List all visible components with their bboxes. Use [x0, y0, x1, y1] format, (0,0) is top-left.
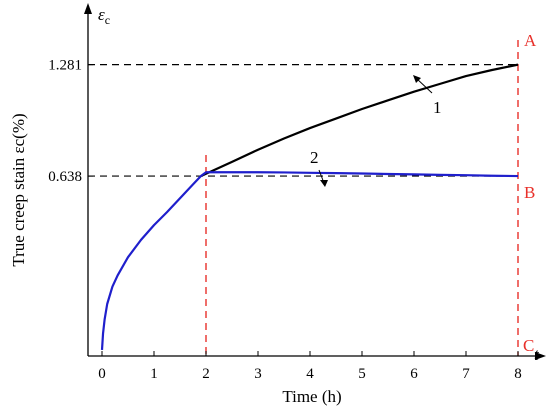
x-tick-label-8: 8 [514, 366, 522, 382]
x-ticks: 0 1 2 3 4 5 6 7 8 [98, 351, 522, 382]
x-tick-label-2: 2 [202, 366, 210, 382]
y-axis-title: True creep stain εc(%) [9, 113, 28, 266]
x-tick-label-0: 0 [98, 366, 106, 382]
point-label-b: B [524, 183, 535, 202]
series-line-2 [100, 171, 519, 350]
y-axis-symbol-sub: c [105, 13, 110, 27]
point-label-c: C [523, 336, 534, 355]
series-line-1 [200, 63, 519, 178]
x-axis-symbol: t [534, 345, 540, 364]
x-tick-label-6: 6 [410, 366, 418, 382]
callout-2-arrowhead [320, 180, 328, 187]
reference-lines [88, 40, 519, 356]
y-axis-arrow [84, 3, 92, 14]
x-axis-title: Time (h) [282, 387, 341, 406]
x-tick-label-1: 1 [150, 366, 158, 382]
x-axis-arrow [535, 352, 546, 360]
callout-1-label: 1 [433, 98, 442, 117]
x-tick-label-7: 7 [462, 366, 470, 382]
series-layer [100, 63, 519, 350]
callout-2-label: 2 [310, 148, 319, 167]
callout-1-arrow-line [415, 77, 433, 94]
callout-1-arrowhead [413, 75, 421, 83]
x-tick-label-3: 3 [254, 366, 262, 382]
y-axis-symbol-main: ε [98, 5, 105, 24]
point-label-a: A [524, 31, 537, 50]
x-tick-label-4: 4 [306, 366, 314, 382]
x-tick-label-5: 5 [358, 366, 366, 382]
y-axis-symbol: εc [98, 5, 110, 27]
y-tick-label-0: 1.281 [48, 58, 82, 74]
y-tick-label-1: 0.638 [48, 169, 82, 185]
y-ticks: 1.281 0.638 [48, 58, 93, 185]
